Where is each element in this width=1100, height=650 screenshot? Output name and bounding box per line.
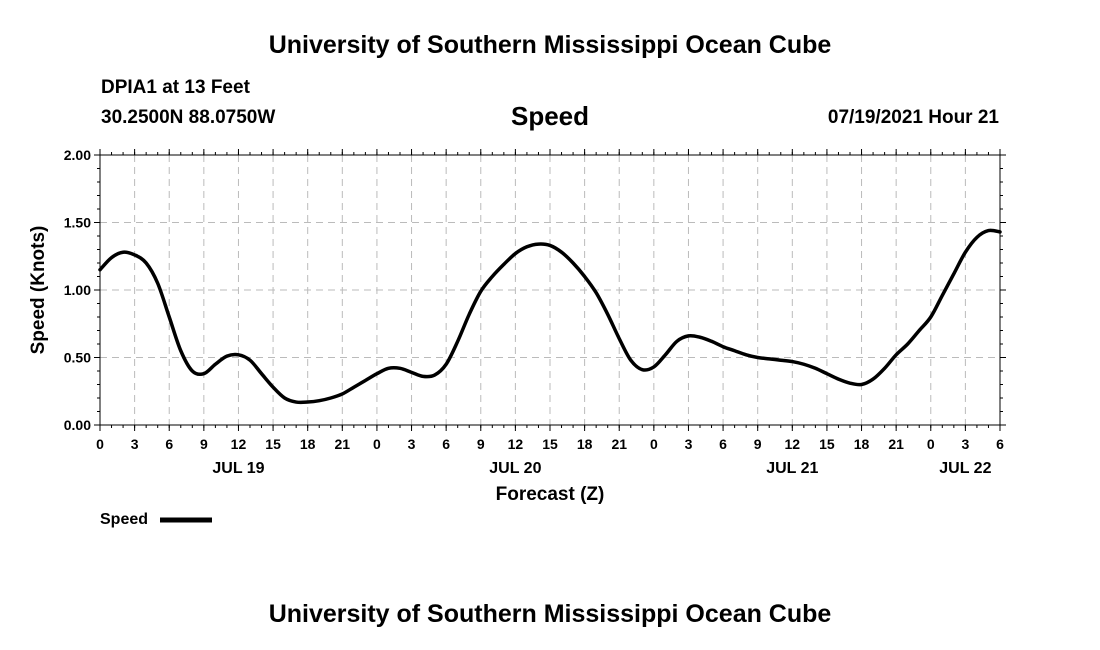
y-tick-label: 0.00	[64, 417, 91, 433]
x-tick-label: 18	[854, 436, 870, 452]
y-axis-label: Speed (Knots)	[28, 226, 49, 355]
y-tick-label: 1.00	[64, 282, 91, 298]
x-tick-label: 0	[927, 436, 935, 452]
y-tick-label: 1.50	[64, 215, 91, 231]
x-tick-label: 3	[961, 436, 969, 452]
day-label: JUL 21	[766, 460, 818, 477]
day-label: JUL 22	[939, 460, 991, 477]
y-tick-label: 2.00	[64, 147, 91, 163]
x-tick-label: 0	[650, 436, 658, 452]
x-axis-label: Forecast (Z)	[496, 484, 605, 505]
x-tick-label: 15	[819, 436, 835, 452]
top-title: University of Southern Mississippi Ocean…	[268, 31, 832, 59]
bottom-title: University of Southern Mississippi Ocean…	[268, 600, 832, 628]
x-tick-label: 9	[200, 436, 208, 452]
x-tick-label: 15	[542, 436, 558, 452]
datetime-label: 07/19/2021 Hour 21	[827, 107, 999, 128]
series-line-speed	[98, 228, 1002, 405]
x-tick-label: 3	[685, 436, 693, 452]
day-label: JUL 20	[489, 460, 541, 477]
x-tick-label: 6	[719, 436, 727, 452]
x-tick-label: 0	[96, 436, 104, 452]
legend: Speed	[100, 511, 212, 528]
station-label: DPIA1 at 13 Feet	[101, 77, 250, 98]
chart-title: Speed	[510, 101, 590, 131]
y-tick-label: 0.50	[64, 350, 91, 366]
x-tick-label: 3	[408, 436, 416, 452]
x-tick-label: 3	[131, 436, 139, 452]
x-tick-label: 15	[265, 436, 281, 452]
x-tick-label: 21	[611, 436, 627, 452]
x-tick-label: 9	[477, 436, 485, 452]
x-tick-label: 21	[335, 436, 351, 452]
legend-label: Speed	[100, 511, 148, 528]
x-tick-label: 18	[577, 436, 593, 452]
x-tick-label: 6	[996, 436, 1004, 452]
plot-frame	[99, 154, 1001, 426]
x-tick-label: 21	[888, 436, 904, 452]
x-tick-label: 12	[508, 436, 524, 452]
x-tick-label: 12	[785, 436, 801, 452]
coordinates-label: 30.2500N 88.0750W	[101, 107, 276, 128]
x-tick-label: 12	[231, 436, 247, 452]
x-tick-label: 0	[373, 436, 381, 452]
day-label: JUL 19	[212, 460, 264, 477]
x-tick-label: 9	[754, 436, 762, 452]
x-tick-label: 6	[165, 436, 173, 452]
x-tick-label: 18	[300, 436, 316, 452]
x-tick-label: 6	[442, 436, 450, 452]
